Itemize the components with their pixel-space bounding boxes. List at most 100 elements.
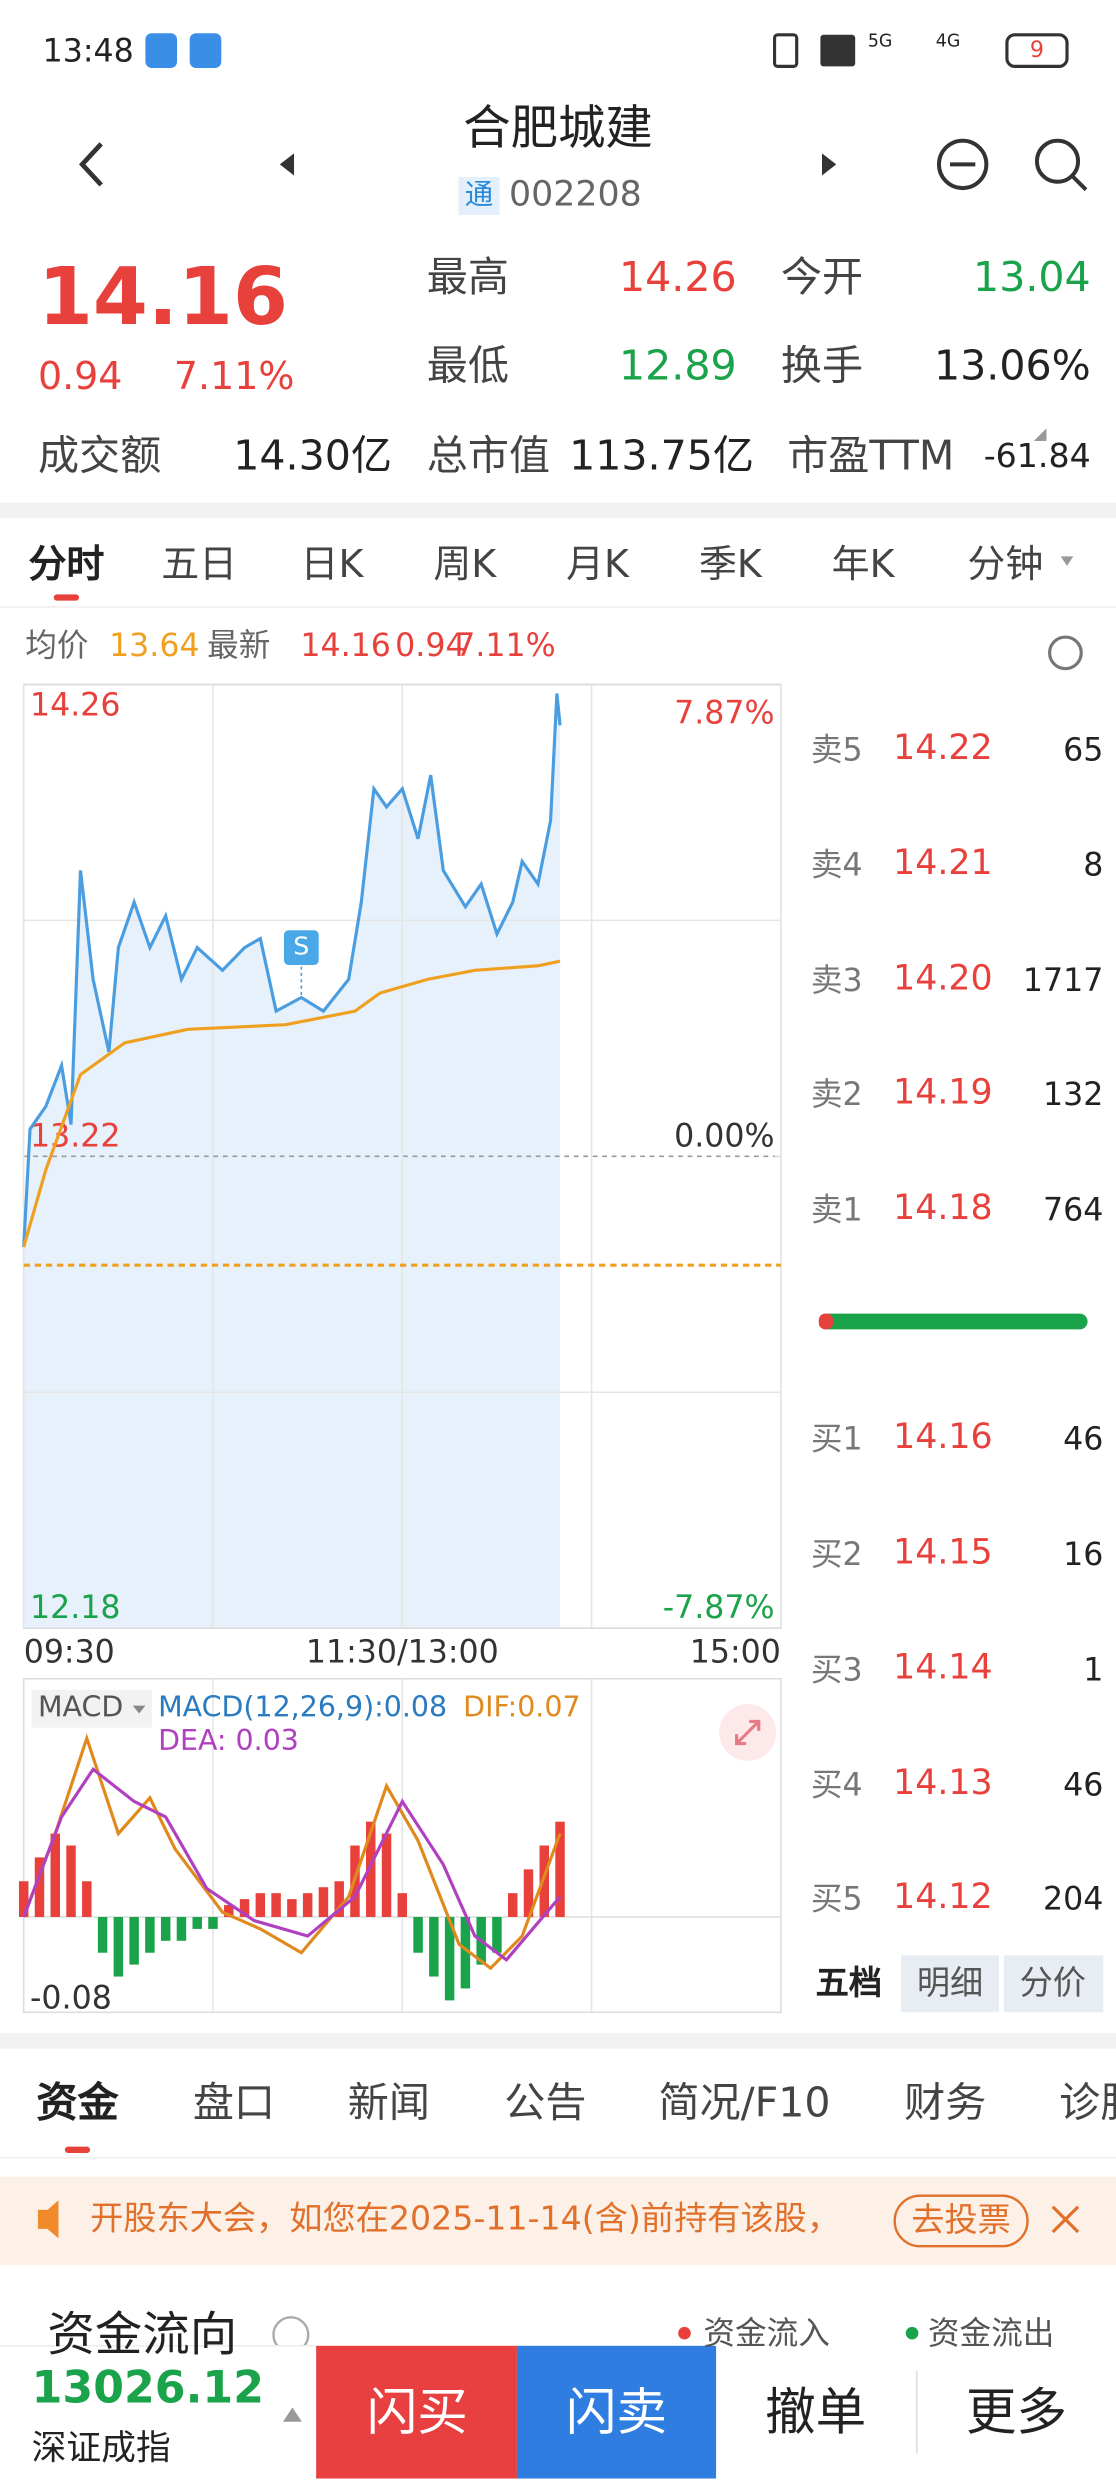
index-name[interactable]: 深证成指 bbox=[31, 2429, 171, 2470]
network: 4G bbox=[935, 30, 961, 52]
order-volume: 1 bbox=[1083, 1650, 1104, 1689]
dea-label: DEA: 0.03 bbox=[158, 1724, 299, 1758]
notice-button[interactable]: 去投票 bbox=[911, 2201, 1011, 2240]
order-label: 买5 bbox=[810, 1879, 863, 1918]
info-tab[interactable]: 财务 bbox=[904, 2080, 987, 2128]
period-tab[interactable]: 五日 bbox=[161, 542, 238, 587]
close-icon[interactable] bbox=[1051, 2205, 1080, 2234]
order-label: 买1 bbox=[810, 1419, 863, 1458]
order-label: 卖5 bbox=[810, 730, 863, 769]
period-tab[interactable]: 季K bbox=[698, 542, 762, 587]
change-pct: 7.11% bbox=[173, 354, 295, 399]
legend-label: 均价 bbox=[25, 625, 89, 664]
macd-bar bbox=[302, 1893, 313, 1917]
stock-name: 合肥城建 bbox=[463, 101, 653, 157]
order-price: 14.20 bbox=[893, 959, 993, 1000]
macd-bar bbox=[444, 1916, 455, 2001]
info-tab[interactable]: 公告 bbox=[504, 2080, 587, 2128]
macd-bar bbox=[160, 1916, 171, 1941]
notice-text: 开股东大会，如您在2025-11-14(含)前持有该股， bbox=[90, 2199, 841, 2238]
search-icon[interactable] bbox=[1034, 138, 1081, 184]
legend-value: 7.11% bbox=[455, 625, 556, 664]
info-tab[interactable]: 新闻 bbox=[347, 2080, 430, 2128]
macd-params: MACD(12,26,9):0.08 bbox=[158, 1691, 448, 1725]
order-price: 14.18 bbox=[893, 1188, 993, 1229]
order-volume: 16 bbox=[1063, 1534, 1104, 1573]
order-price: 14.21 bbox=[893, 844, 993, 884]
macd-bar bbox=[224, 1905, 234, 1917]
prev-icon[interactable] bbox=[279, 153, 295, 176]
y2-tick-label: 0.00% bbox=[674, 1118, 774, 1154]
stat-label: 最高 bbox=[426, 254, 510, 302]
search-icon-handle bbox=[1070, 174, 1088, 192]
y2-tick-label: 7.87% bbox=[674, 695, 774, 731]
order-volume: 8 bbox=[1083, 845, 1104, 884]
signal-marker bbox=[283, 930, 319, 965]
macd-bar bbox=[460, 1916, 471, 1989]
order-tab[interactable]: 五档 bbox=[815, 1964, 883, 2003]
order-label: 买2 bbox=[810, 1534, 863, 1573]
macd-bar bbox=[271, 1893, 281, 1917]
price-area bbox=[23, 693, 561, 1629]
dif-line bbox=[22, 1733, 562, 1971]
stat-value: 14.26 bbox=[618, 254, 737, 302]
macd-bar bbox=[381, 1833, 392, 1917]
stat-value: 13.04 bbox=[973, 254, 1091, 302]
macd-bar bbox=[523, 1869, 534, 1917]
info-tab[interactable]: 简况/F10 bbox=[658, 2080, 831, 2128]
period-tab[interactable]: 日K bbox=[300, 542, 364, 587]
order-tab[interactable]: 明细 bbox=[916, 1964, 984, 2003]
index-arrow[interactable] bbox=[282, 2407, 302, 2422]
info-tab[interactable]: 盘口 bbox=[192, 2080, 276, 2128]
macd-bar bbox=[397, 1893, 408, 1917]
macd-bar bbox=[429, 1916, 439, 1977]
sell-button[interactable] bbox=[516, 2345, 717, 2479]
macd-bar bbox=[539, 1845, 550, 1917]
index-value[interactable]: 13026.12 bbox=[31, 2361, 265, 2414]
action-button[interactable]: 闪卖 bbox=[565, 2382, 668, 2443]
next-icon[interactable] bbox=[821, 153, 837, 176]
stat-label: 总市值 bbox=[426, 433, 551, 481]
badge-bg bbox=[458, 177, 500, 215]
battery-level: 9 bbox=[1029, 37, 1045, 64]
info-tab[interactable]: 诊股 bbox=[1059, 2080, 1116, 2128]
info-tab[interactable]: 资金 bbox=[36, 2080, 119, 2128]
order-volume: 1717 bbox=[1022, 961, 1104, 1000]
order-price: 14.13 bbox=[893, 1764, 993, 1804]
order-volume: 46 bbox=[1063, 1765, 1104, 1804]
period-tab[interactable]: 分钟 bbox=[967, 542, 1044, 587]
order-volume: 764 bbox=[1042, 1190, 1104, 1229]
action-button[interactable]: 更多 bbox=[965, 2382, 1068, 2443]
indicator-bg[interactable] bbox=[31, 1689, 152, 1728]
legend-label: 资金流出 bbox=[927, 2314, 1055, 2353]
settings-icon[interactable] bbox=[1048, 635, 1083, 671]
order-tab[interactable]: 分价 bbox=[1019, 1964, 1086, 2003]
stat-value: 14.30亿 bbox=[233, 433, 393, 481]
macd-bar bbox=[113, 1916, 124, 1977]
vote-button-border[interactable] bbox=[893, 2194, 1029, 2248]
buy-button[interactable] bbox=[316, 2345, 517, 2479]
vibrate-icon bbox=[772, 33, 799, 68]
order-label: 卖4 bbox=[810, 845, 863, 884]
macd-bar bbox=[145, 1916, 155, 1953]
period-tab[interactable]: 年K bbox=[831, 542, 895, 587]
action-button[interactable]: 闪买 bbox=[366, 2382, 468, 2443]
indicator[interactable]: MACD bbox=[37, 1691, 124, 1725]
macd-bar bbox=[18, 1881, 29, 1917]
period-tab[interactable]: 月K bbox=[566, 542, 629, 587]
period-tab[interactable]: 周K bbox=[433, 542, 497, 587]
macd-bar bbox=[287, 1899, 297, 1917]
period-tab[interactable]: 分时 bbox=[28, 542, 105, 587]
dropdown-icon[interactable] bbox=[1060, 556, 1074, 566]
separator bbox=[0, 2032, 1116, 2049]
order-ratio-bar bbox=[818, 1313, 1088, 1330]
order-label: 卖1 bbox=[810, 1190, 863, 1229]
minus-icon[interactable] bbox=[936, 138, 989, 191]
stat-label: 今开 bbox=[780, 254, 864, 302]
back-icon[interactable] bbox=[78, 142, 103, 187]
action-button[interactable]: 撤单 bbox=[765, 2382, 867, 2443]
macd-bar bbox=[192, 1916, 202, 1929]
stat-label: 最低 bbox=[426, 343, 510, 391]
legend-value: 0.94 bbox=[395, 625, 466, 664]
